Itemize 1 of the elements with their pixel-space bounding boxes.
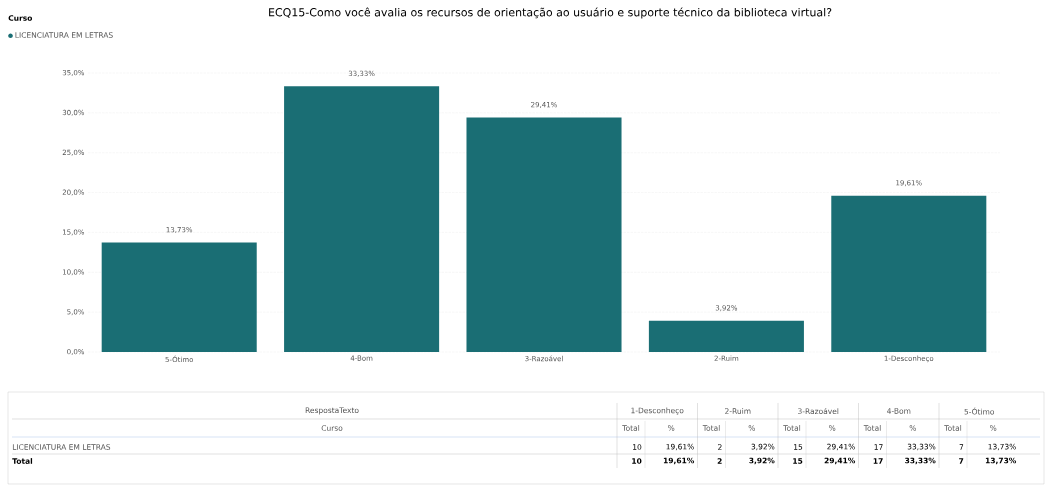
chart-title: ECQ15-Como você avalia os recursos de orientação ao usuário e suporte técnico da biblioteca virtual?: [269, 7, 832, 19]
